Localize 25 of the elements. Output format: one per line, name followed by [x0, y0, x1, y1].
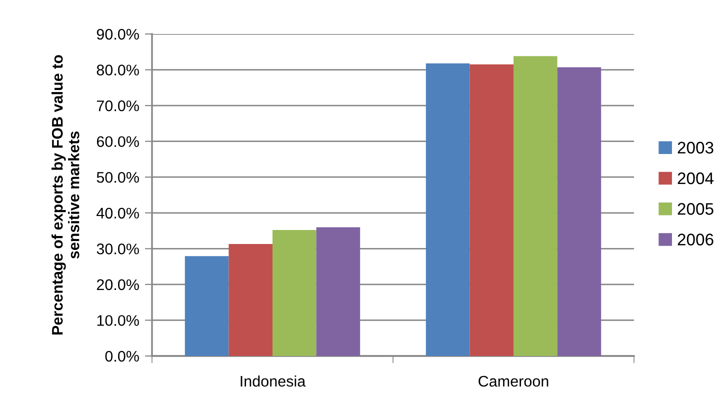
bar: [514, 56, 558, 356]
y-tick-label: 70.0%: [96, 100, 139, 112]
y-tick-label: 10.0%: [97, 315, 139, 326]
y-tick-label: 50.0%: [96, 172, 139, 183]
legend-label: 2004: [678, 172, 714, 184]
y-tick-label: 60.0%: [96, 136, 139, 148]
y-tick-label: 30.0%: [96, 244, 139, 254]
bar: [557, 67, 602, 356]
y-axis-title: Percentage of exports by FOB value to sensitive markets: [52, 55, 80, 334]
legend-label: 2003: [678, 142, 714, 154]
x-tick-label: Indonesia: [240, 375, 306, 387]
y-tick-label: 40.0%: [96, 208, 139, 219]
x-tick-label: Cameroon: [478, 376, 548, 387]
bar: [184, 256, 229, 356]
legend-label: 2006: [678, 234, 714, 246]
y-tick-label: 90.0%: [96, 28, 139, 40]
bar: [272, 230, 316, 356]
y-tick-label: 20.0%: [96, 279, 139, 290]
bar: [316, 227, 360, 356]
bar: [426, 63, 470, 356]
y-tick-label: 80.0%: [96, 64, 139, 76]
y-tick-label: 0.0%: [105, 350, 139, 362]
bar: [470, 64, 514, 356]
legend-label: 2005: [678, 203, 714, 215]
bar: [228, 244, 272, 356]
